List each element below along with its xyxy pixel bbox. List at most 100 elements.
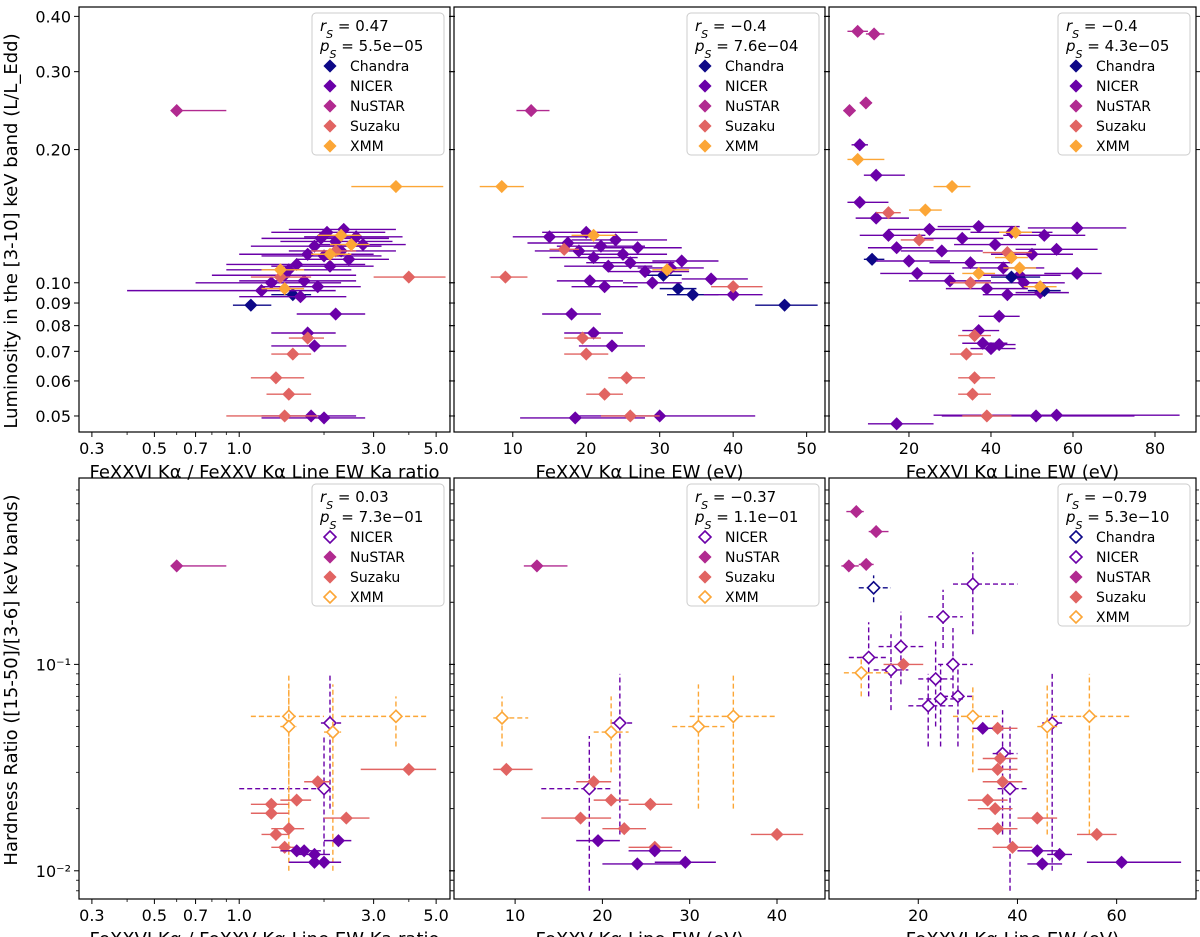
legend-marker-nustar	[1069, 99, 1083, 113]
x-tick-label: 40	[981, 439, 1001, 458]
legend-label-nicer: NICER	[1096, 79, 1139, 95]
y-tick-label: 0.06	[35, 372, 71, 391]
data-point-nicer	[890, 417, 904, 431]
data-point-suzaku	[770, 827, 784, 842]
data-point-xmm	[726, 709, 741, 724]
data-point-xmm	[1013, 261, 1027, 275]
legend-marker-xmm	[1069, 139, 1083, 153]
x-tick-label: 0.5	[142, 906, 167, 925]
legend-stat-p: pS = 5.3e−10	[1065, 508, 1169, 532]
legend-label-nicer: NICER	[725, 530, 768, 546]
data-point-nicer	[1050, 242, 1064, 256]
legend-marker-chandra	[323, 59, 337, 73]
legend-marker-suzaku	[323, 570, 337, 584]
data-point-nicer	[564, 307, 579, 321]
panel-top-fexxv: 10 20 30 40 50 FeXXV Kα Line EW (eV) rS = −0.4…	[449, 6, 830, 483]
data-point-nicer	[1029, 409, 1043, 423]
legend-marker-nicer	[322, 529, 338, 545]
data-point-suzaku	[1030, 811, 1044, 825]
plot-frame	[828, 477, 1197, 900]
x-tick-label: 0.3	[79, 906, 104, 925]
data-point-nicer	[601, 259, 615, 273]
data-point-nicer	[955, 231, 969, 245]
data-points	[841, 505, 1182, 891]
data-point-chandra	[778, 298, 792, 312]
legend-marker-chandra	[1068, 529, 1084, 545]
data-point-nustar	[530, 559, 544, 573]
data-point-nicer	[648, 844, 662, 858]
x-tick-label: 10	[503, 439, 523, 458]
data-point-suzaku	[643, 797, 657, 811]
x-tick-label: 40	[1007, 906, 1027, 925]
data-point-xmm	[1033, 280, 1047, 294]
data-point-nicer	[297, 844, 311, 858]
data-point-suzaku	[269, 827, 283, 842]
data-point-xmm	[660, 263, 674, 277]
x-tick-label: 40	[723, 439, 743, 458]
data-point-nicer	[568, 411, 582, 425]
data-point-xmm	[281, 719, 296, 734]
data-point-nicer	[881, 228, 896, 242]
data-point-xmm	[1082, 709, 1097, 724]
data-point-suzaku	[981, 793, 995, 807]
x-axis-label: FeXXV Kα Line EW (eV)	[535, 929, 743, 937]
legend-stat-p: pS = 5.5e−05	[319, 37, 423, 61]
x-tick-label: 3.0	[361, 906, 386, 925]
data-point-nicer	[928, 671, 943, 687]
x-tick-label: 20	[592, 906, 612, 925]
panel-top-ratio: 0.05 0.06 0.07 0.08 0.090.10 0.20 0.30 0.40 0.3 0…	[35, 6, 455, 483]
data-point-nicer	[587, 251, 601, 265]
legend-box	[686, 12, 820, 156]
legend-label-suzaku: Suzaku	[350, 119, 400, 135]
data-point-suzaku	[993, 751, 1007, 766]
legend-label-nustar: NuSTAR	[350, 99, 405, 115]
data-point-nicer	[1053, 847, 1067, 862]
data-point-chandra	[244, 298, 258, 312]
data-point-nicer	[893, 639, 909, 654]
data-point-nustar	[842, 559, 856, 573]
data-point-nicer	[1037, 228, 1051, 242]
legend-marker-nicer	[1068, 549, 1084, 565]
data-point-suzaku	[959, 347, 973, 361]
data-point-nicer	[587, 326, 601, 340]
data-point-nicer	[311, 280, 325, 294]
data-point-nicer	[935, 244, 949, 258]
legend-stat-r: rS = −0.4	[695, 17, 767, 41]
legend-box	[686, 483, 820, 607]
legend-box	[1057, 12, 1191, 156]
data-point-suzaku	[282, 387, 296, 401]
data-point-xmm	[918, 203, 932, 217]
x-tick-label: 20	[908, 906, 928, 925]
data-point-suzaku	[574, 811, 588, 825]
data-point-suzaku	[264, 806, 278, 820]
data-point-nicer	[726, 288, 740, 302]
x-tick-label: 5.0	[423, 439, 448, 458]
x-tick-label: 0.7	[183, 439, 208, 458]
legend-label-chandra: Chandra	[725, 59, 784, 75]
legend-label-nustar: NuSTAR	[1096, 570, 1151, 586]
legend-label-nustar: NuSTAR	[725, 99, 780, 115]
data-point-nicer	[616, 247, 630, 261]
data-point-nicer	[935, 609, 951, 624]
data-point-nustar	[851, 24, 865, 38]
data-point-xmm	[273, 263, 287, 277]
legend-label-chandra: Chandra	[1096, 59, 1155, 75]
data-point-nicer	[704, 272, 718, 286]
data-point-suzaku	[620, 371, 634, 385]
data-point-suzaku	[623, 409, 637, 423]
legend-label-suzaku: Suzaku	[350, 570, 400, 586]
x-axis-label: FeXXV Kα Line EW (eV)	[535, 462, 743, 483]
data-point-nicer	[316, 781, 332, 796]
data-point-nicer	[583, 274, 597, 288]
data-point-nicer	[945, 657, 961, 672]
data-point-xmm	[1004, 251, 1019, 265]
x-tick-label: 20	[899, 439, 919, 458]
axes-layer: 0.05 0.06 0.07 0.08 0.090.10 0.20 0.30 0.40 0.3 0…	[35, 6, 1200, 937]
legend-marker-nustar	[698, 99, 712, 113]
legend-stat-r: rS = −0.37	[695, 488, 776, 512]
data-point-nicer	[861, 650, 876, 665]
data-point-nustar	[869, 525, 883, 539]
x-tick-label: 5.0	[423, 906, 448, 925]
